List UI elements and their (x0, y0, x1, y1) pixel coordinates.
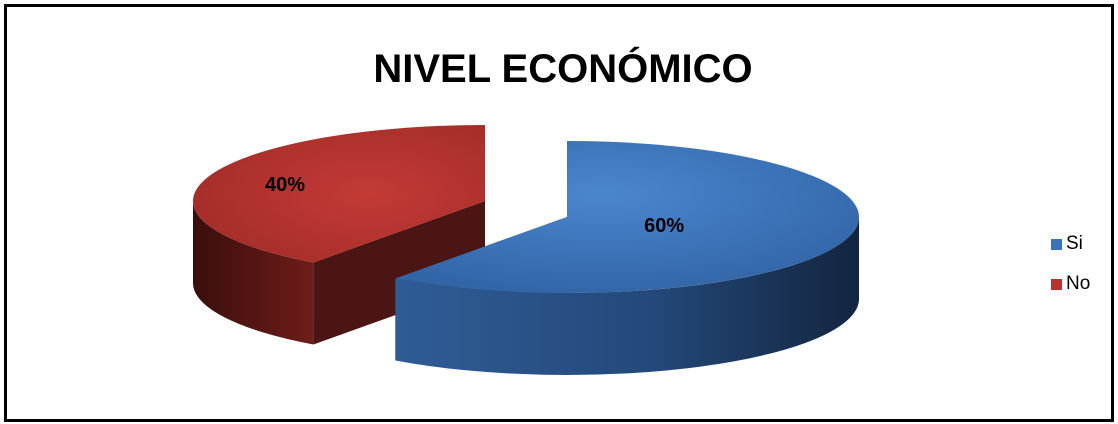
chart-frame: NIVEL ECONÓMICO 40% 60% Si No (4, 4, 1114, 422)
slice-si (395, 141, 860, 293)
slice-no-side (193, 201, 314, 345)
slice-si-side (395, 217, 859, 375)
slice-no (193, 125, 486, 263)
legend-swatch (1051, 238, 1062, 250)
data-label-no: 40% (265, 174, 305, 196)
legend-swatch (1051, 278, 1062, 290)
legend-item-si: Si (1051, 233, 1090, 255)
pie-chart: 40% 60% (193, 125, 860, 375)
chart-title: NIVEL ECONÓMICO (373, 47, 753, 91)
legend-item-no: No (1051, 273, 1090, 295)
legend-label: No (1066, 273, 1091, 294)
legend-label: Si (1066, 233, 1083, 254)
legend: Si No (1051, 233, 1090, 313)
slice-no-wall-0 (313, 201, 485, 345)
data-label-si: 60% (644, 215, 684, 237)
